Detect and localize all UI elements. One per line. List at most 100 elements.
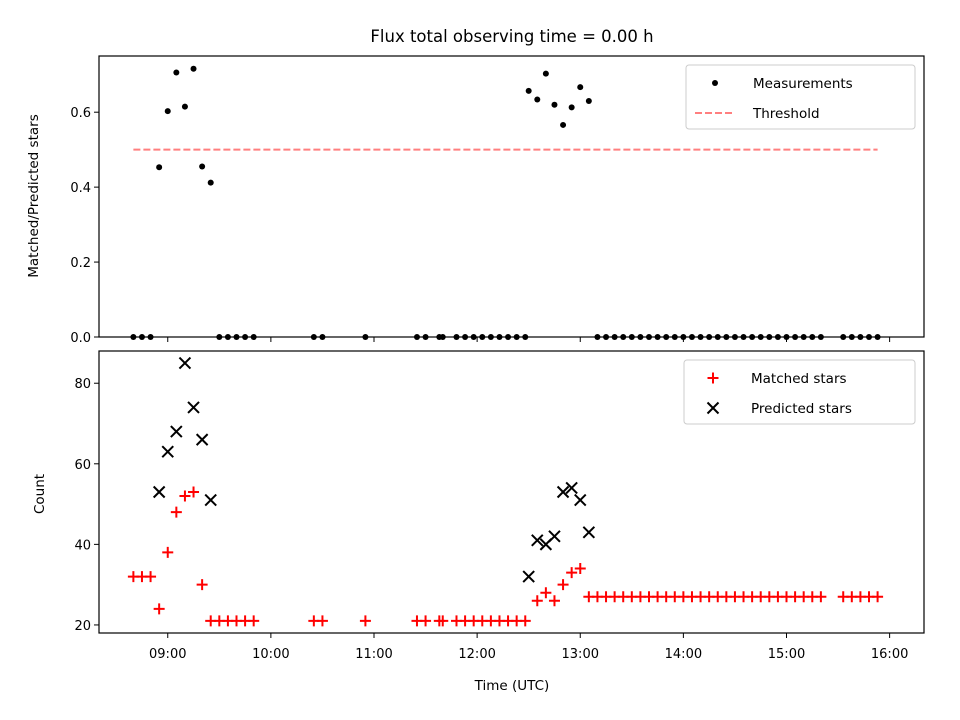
bottom-y-tick-label: 80: [74, 377, 91, 392]
matched-stars-point: [145, 571, 157, 583]
matched-stars-point: [557, 579, 569, 591]
bottom-axes-frame: [98, 350, 925, 634]
threshold-legend-label: Threshold: [752, 106, 820, 122]
matched-stars-point: [170, 506, 182, 518]
measurements-point: [207, 179, 214, 186]
measurements-point: [809, 334, 816, 340]
measurements-point: [496, 334, 503, 340]
bottom-x-tick-label: 12:00: [458, 647, 495, 662]
measurements-point: [233, 334, 240, 340]
bottom-x-tick-label: 15:00: [768, 647, 805, 662]
predicted-stars-point: [152, 485, 166, 499]
measurements-point: [628, 334, 635, 340]
predicted-stars-point: [170, 425, 183, 438]
measurements-point: [250, 334, 257, 340]
measurements-point: [439, 334, 446, 340]
matched-stars-point: [574, 563, 586, 575]
bottom-panel: Count Time (UTC) 20 40 60 80 09:00 10:00 11:00…: [32, 350, 925, 694]
measurements-point: [654, 334, 661, 340]
measurements-point: [216, 334, 223, 340]
measurements-point: [646, 334, 652, 340]
measurements-point: [505, 334, 512, 340]
matched-stars-point: [437, 615, 449, 627]
predicted-stars-point: [531, 534, 544, 547]
measurements-point: [594, 334, 601, 340]
measurements-point: [522, 334, 529, 340]
matched-stars-point: [815, 591, 827, 603]
measurements-point: [688, 334, 695, 340]
predicted-stars-point: [204, 493, 217, 507]
measurements-point: [242, 334, 249, 340]
predicted-stars-point: [178, 356, 192, 370]
top-y-tick-label: 0.0: [70, 331, 91, 346]
predicted-stars-point: [556, 485, 570, 499]
predicted-stars-point: [565, 481, 578, 495]
matched-stars-point: [519, 615, 531, 627]
bottom-legend: Matched stars Predicted stars: [683, 359, 916, 425]
measurements-point: [138, 334, 145, 340]
measurements-point: [362, 334, 369, 340]
measurements-point: [663, 334, 670, 340]
matched-stars-point: [420, 615, 432, 627]
measurements-point: [181, 103, 188, 110]
top-legend-box: [685, 64, 916, 130]
bottom-y-axis-label: Count: [32, 474, 48, 514]
measurements-point: [637, 334, 644, 340]
measurements-point: [706, 334, 713, 340]
measurements-point: [164, 108, 171, 115]
bottom-x-tick-label: 13:00: [562, 647, 599, 662]
measurements-point: [422, 334, 429, 340]
measurements-point: [731, 334, 738, 340]
measurements-point: [783, 334, 790, 340]
measurements-point: [199, 163, 206, 170]
measurements-point: [224, 334, 231, 340]
measurements-point: [680, 334, 687, 340]
matched-stars-point: [162, 546, 174, 558]
measurements-point: [585, 97, 592, 104]
measurements-point: [462, 334, 469, 340]
matched-stars-point: [188, 486, 200, 498]
measurements-point: [620, 334, 627, 340]
matched-stars-point: [531, 595, 543, 607]
measurements-point: [130, 334, 137, 340]
measurements-point: [413, 334, 420, 340]
matched-stars-point: [359, 615, 371, 627]
measurements-point: [866, 334, 872, 340]
predicted-stars-point: [161, 445, 174, 458]
measurements-point: [147, 334, 154, 340]
predicted-stars-point: [187, 401, 200, 414]
measurements-point: [817, 334, 824, 340]
measurements-point: [190, 65, 197, 72]
predicted-stars-point: [582, 526, 596, 539]
matched-stars-point: [196, 579, 208, 591]
bottom-x-tick-label: 14:00: [665, 647, 702, 662]
predicted-stars-point: [195, 433, 209, 446]
measurements-legend-label: Measurements: [753, 76, 853, 92]
measurements-point: [757, 334, 764, 340]
measurements-point: [173, 69, 180, 76]
measurements-point: [319, 334, 326, 340]
measurements-point: [577, 84, 584, 91]
matched-stars-point: [548, 595, 560, 607]
matched-stars-point: [248, 615, 260, 627]
measurements-point: [470, 334, 477, 340]
bottom-legend-box: [683, 359, 916, 425]
bottom-y-tick-label: 40: [74, 538, 91, 553]
top-y-tick-label: 0.4: [70, 181, 91, 196]
measurements-legend-handle: [712, 80, 718, 86]
measurements-point: [560, 121, 567, 128]
measurements-point: [714, 334, 721, 340]
measurements-point: [611, 334, 618, 340]
measurements-point: [740, 334, 747, 340]
top-y-tick-label: 0.2: [70, 256, 91, 271]
measurements-point: [603, 334, 610, 340]
bottom-y-tick-label: 60: [74, 458, 91, 473]
measurements-point: [857, 334, 864, 340]
measurements-point: [697, 334, 704, 340]
matched-stars-point: [316, 615, 328, 627]
measurements-point: [310, 334, 317, 340]
measurements-point: [551, 101, 558, 108]
measurements-point: [792, 334, 799, 340]
predicted-stars-point: [522, 570, 535, 583]
